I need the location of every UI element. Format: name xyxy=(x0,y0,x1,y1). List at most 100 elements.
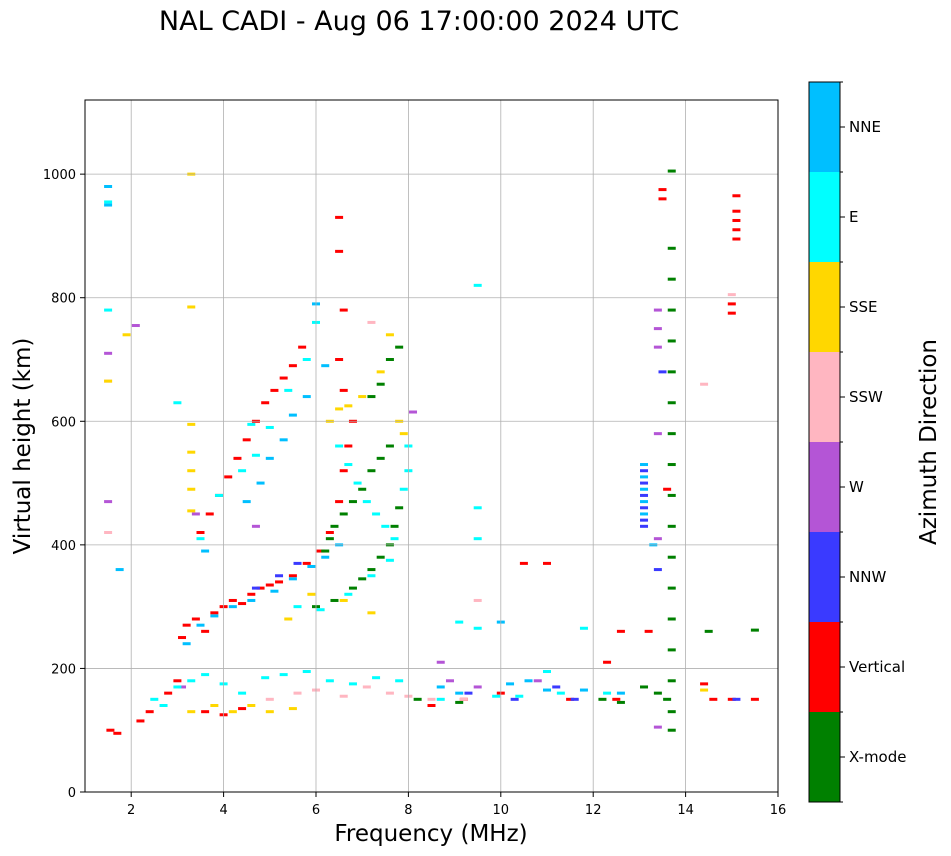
data-point xyxy=(658,188,667,192)
data-point xyxy=(640,506,649,510)
data-point xyxy=(653,308,662,312)
data-point xyxy=(552,685,561,689)
data-point xyxy=(335,407,344,411)
data-point xyxy=(265,456,274,460)
data-point xyxy=(307,564,316,568)
data-point xyxy=(187,509,196,513)
x-tick-label: 12 xyxy=(585,803,602,818)
data-point xyxy=(727,302,736,306)
y-tick-label: 600 xyxy=(51,415,76,430)
colorbar-tick-label: SSW xyxy=(849,388,883,406)
data-point xyxy=(395,506,404,510)
data-point xyxy=(339,598,348,602)
y-axis-label: Virtual height (km) xyxy=(10,338,36,555)
data-point xyxy=(653,432,662,436)
data-point xyxy=(372,676,381,680)
data-point xyxy=(288,574,297,578)
data-point xyxy=(344,463,353,467)
colorbar: X-mode Vertical NNW W SSW SSE E NNE xyxy=(808,81,906,803)
data-point xyxy=(106,728,115,732)
data-point xyxy=(279,438,288,442)
data-point xyxy=(616,700,625,704)
data-point xyxy=(316,608,325,612)
data-point xyxy=(265,425,274,429)
data-point xyxy=(362,685,371,689)
data-point xyxy=(302,395,311,399)
data-point xyxy=(104,200,113,204)
data-point xyxy=(187,469,196,473)
data-point xyxy=(187,305,196,309)
data-point xyxy=(344,444,353,448)
data-point xyxy=(395,679,404,683)
data-point xyxy=(436,697,445,701)
data-point xyxy=(358,487,367,491)
data-point xyxy=(302,561,311,565)
data-point xyxy=(399,487,408,491)
data-point xyxy=(492,694,501,698)
data-point xyxy=(201,629,210,633)
series-vertical xyxy=(106,188,759,735)
data-point xyxy=(362,500,371,504)
data-point xyxy=(381,524,390,528)
y-axis-ticks: 0 200 400 600 800 1000 xyxy=(43,168,85,801)
data-point xyxy=(325,679,334,683)
data-point xyxy=(667,648,676,652)
data-point xyxy=(261,401,270,405)
data-point xyxy=(104,308,113,312)
data-point xyxy=(339,388,348,392)
data-point xyxy=(302,670,311,674)
data-point xyxy=(667,710,676,714)
data-point xyxy=(640,481,649,485)
colorbar-tick-label: NNW xyxy=(849,568,886,586)
data-point xyxy=(256,481,265,485)
data-point xyxy=(376,555,385,559)
data-point xyxy=(663,697,672,701)
data-point xyxy=(700,688,709,692)
data-point xyxy=(201,549,210,553)
data-point xyxy=(367,574,376,578)
data-point xyxy=(279,673,288,677)
data-point xyxy=(187,422,196,426)
x-tick-label: 4 xyxy=(219,803,227,818)
data-point xyxy=(667,370,676,374)
data-point xyxy=(640,475,649,479)
data-point xyxy=(640,518,649,522)
data-point xyxy=(667,679,676,683)
data-point xyxy=(205,512,214,516)
data-point xyxy=(348,500,357,504)
data-point xyxy=(224,475,233,479)
colorbar-tick-label: X-mode xyxy=(849,748,906,766)
data-point xyxy=(395,345,404,349)
data-point xyxy=(385,444,394,448)
data-point xyxy=(543,688,551,692)
data-point xyxy=(270,388,279,392)
data-point xyxy=(556,691,565,695)
data-point xyxy=(385,691,394,695)
data-point xyxy=(284,388,293,392)
data-point xyxy=(288,364,297,368)
x-tick-label: 8 xyxy=(404,803,412,818)
data-point xyxy=(316,549,325,553)
data-point xyxy=(732,209,741,213)
data-point xyxy=(339,694,348,698)
data-point xyxy=(455,620,464,624)
data-point xyxy=(385,558,394,562)
data-point xyxy=(367,611,376,615)
data-point xyxy=(288,577,297,581)
data-point xyxy=(667,524,676,528)
data-point xyxy=(307,592,316,596)
data-point xyxy=(293,691,302,695)
data-point xyxy=(543,670,551,674)
data-point xyxy=(473,626,482,630)
data-point xyxy=(598,697,607,701)
data-point xyxy=(358,395,367,399)
data-point xyxy=(667,463,676,467)
data-point xyxy=(653,691,662,695)
data-point xyxy=(464,691,473,695)
data-point xyxy=(436,685,445,689)
data-point xyxy=(667,339,676,343)
series-x-mode xyxy=(312,169,759,732)
colorbar-frame xyxy=(808,81,841,803)
colorbar-segment xyxy=(809,82,840,172)
